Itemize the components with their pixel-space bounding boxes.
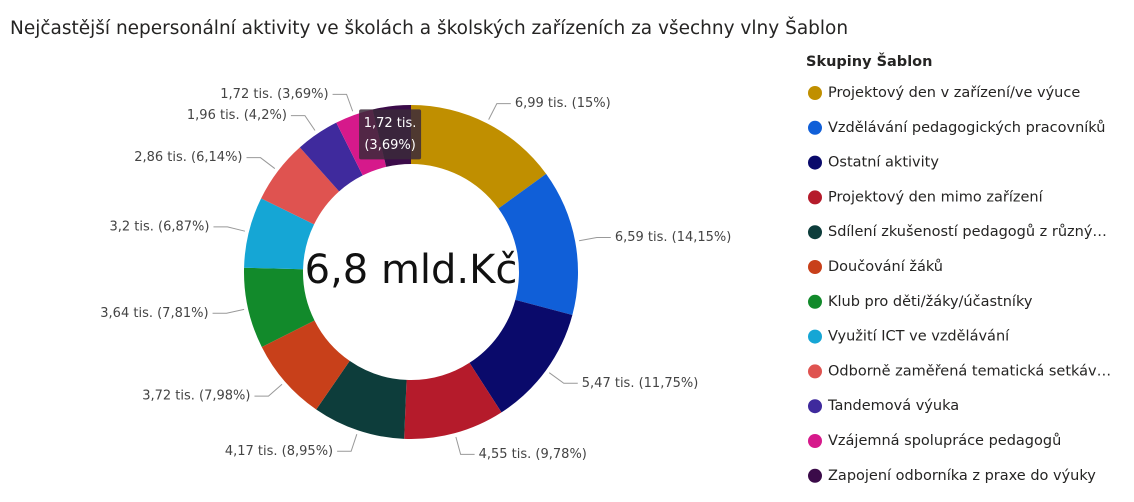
legend-label: Doučování žáků	[828, 259, 943, 275]
leader-line	[254, 383, 283, 397]
legend-label: Tandemová výuka	[827, 398, 959, 414]
legend-label: Vzdělávání pedagogických pracovníků	[828, 120, 1105, 136]
donut-slice	[411, 105, 547, 209]
legend-marker	[808, 364, 822, 379]
donut-slice	[404, 362, 502, 439]
legend-label: Využití ICT ve vzdělávání	[828, 329, 1010, 345]
legend-label: Projektový den v zařízení/ve výuce	[828, 85, 1080, 101]
legend-marker	[808, 225, 822, 240]
legend-marker	[808, 468, 822, 483]
leader-line	[332, 93, 354, 112]
legend-marker	[808, 155, 822, 170]
tooltip-box	[359, 109, 422, 160]
tooltip-text: (3,69%)	[364, 138, 415, 153]
legend-marker	[808, 86, 822, 100]
data-label: 3,2 tis. (6,87%)	[109, 219, 209, 234]
data-label: 6,59 tis. (14,15%)	[615, 230, 732, 245]
legend-marker	[808, 260, 822, 274]
leader-line	[246, 157, 276, 169]
legend-marker	[808, 120, 822, 135]
leader-line	[290, 115, 316, 131]
legend-label: Odborně zaměřená tematická setkáv…	[828, 363, 1111, 379]
data-label: 4,55 tis. (9,78%)	[479, 447, 587, 462]
data-label: 2,86 tis. (6,14%)	[134, 150, 242, 165]
chart-title: Nejčastější nepersonální aktivity ve ško…	[10, 17, 848, 39]
leader-line	[579, 236, 611, 242]
data-label: 6,99 tis. (15%)	[515, 96, 611, 111]
center-label: 6,8 mld.Kč	[305, 247, 518, 293]
legend-label: Sdílení zkušeností pedagogů z různý…	[828, 224, 1107, 240]
legend-marker	[808, 399, 822, 414]
leader-line	[548, 372, 578, 384]
donut-slice	[261, 147, 340, 225]
legend-marker	[808, 329, 822, 344]
donut-slice	[244, 198, 315, 270]
donut-slice	[469, 299, 573, 413]
legend-label: Vzájemná spolupráce pedagogů	[828, 433, 1061, 449]
data-label: 3,64 tis. (7,81%)	[100, 306, 208, 321]
legend-label: Klub pro děti/žáky/účastníky	[828, 294, 1033, 310]
leader-line	[488, 103, 511, 120]
leader-line	[213, 226, 246, 232]
legend-label: Ostatní aktivity	[828, 155, 939, 171]
leader-line	[212, 308, 245, 314]
donut-slice	[316, 360, 407, 439]
tooltip-text: 1,72 tis.	[364, 116, 417, 131]
donut-slice	[244, 267, 315, 347]
data-label: 3,72 tis. (7,98%)	[142, 389, 250, 404]
data-label: 1,72 tis. (3,69%)	[220, 87, 328, 102]
leader-line	[455, 436, 475, 455]
data-label: 4,17 tis. (8,95%)	[225, 444, 333, 459]
legend-marker	[808, 190, 822, 205]
data-label: 5,47 tis. (11,75%)	[582, 376, 699, 391]
donut-slice	[299, 122, 363, 192]
donut-slice	[261, 320, 350, 410]
legend-title: Skupiny Šablon	[806, 52, 932, 70]
legend-label: Projektový den mimo zařízení	[828, 189, 1044, 205]
leader-line	[337, 434, 358, 452]
data-label: 1,96 tis. (4,2%)	[187, 108, 287, 123]
legend-label: Zapojení odborníka z praxe do výuky	[828, 468, 1096, 484]
donut-slice	[498, 173, 578, 316]
legend-marker	[808, 294, 822, 309]
legend-marker	[808, 434, 822, 448]
